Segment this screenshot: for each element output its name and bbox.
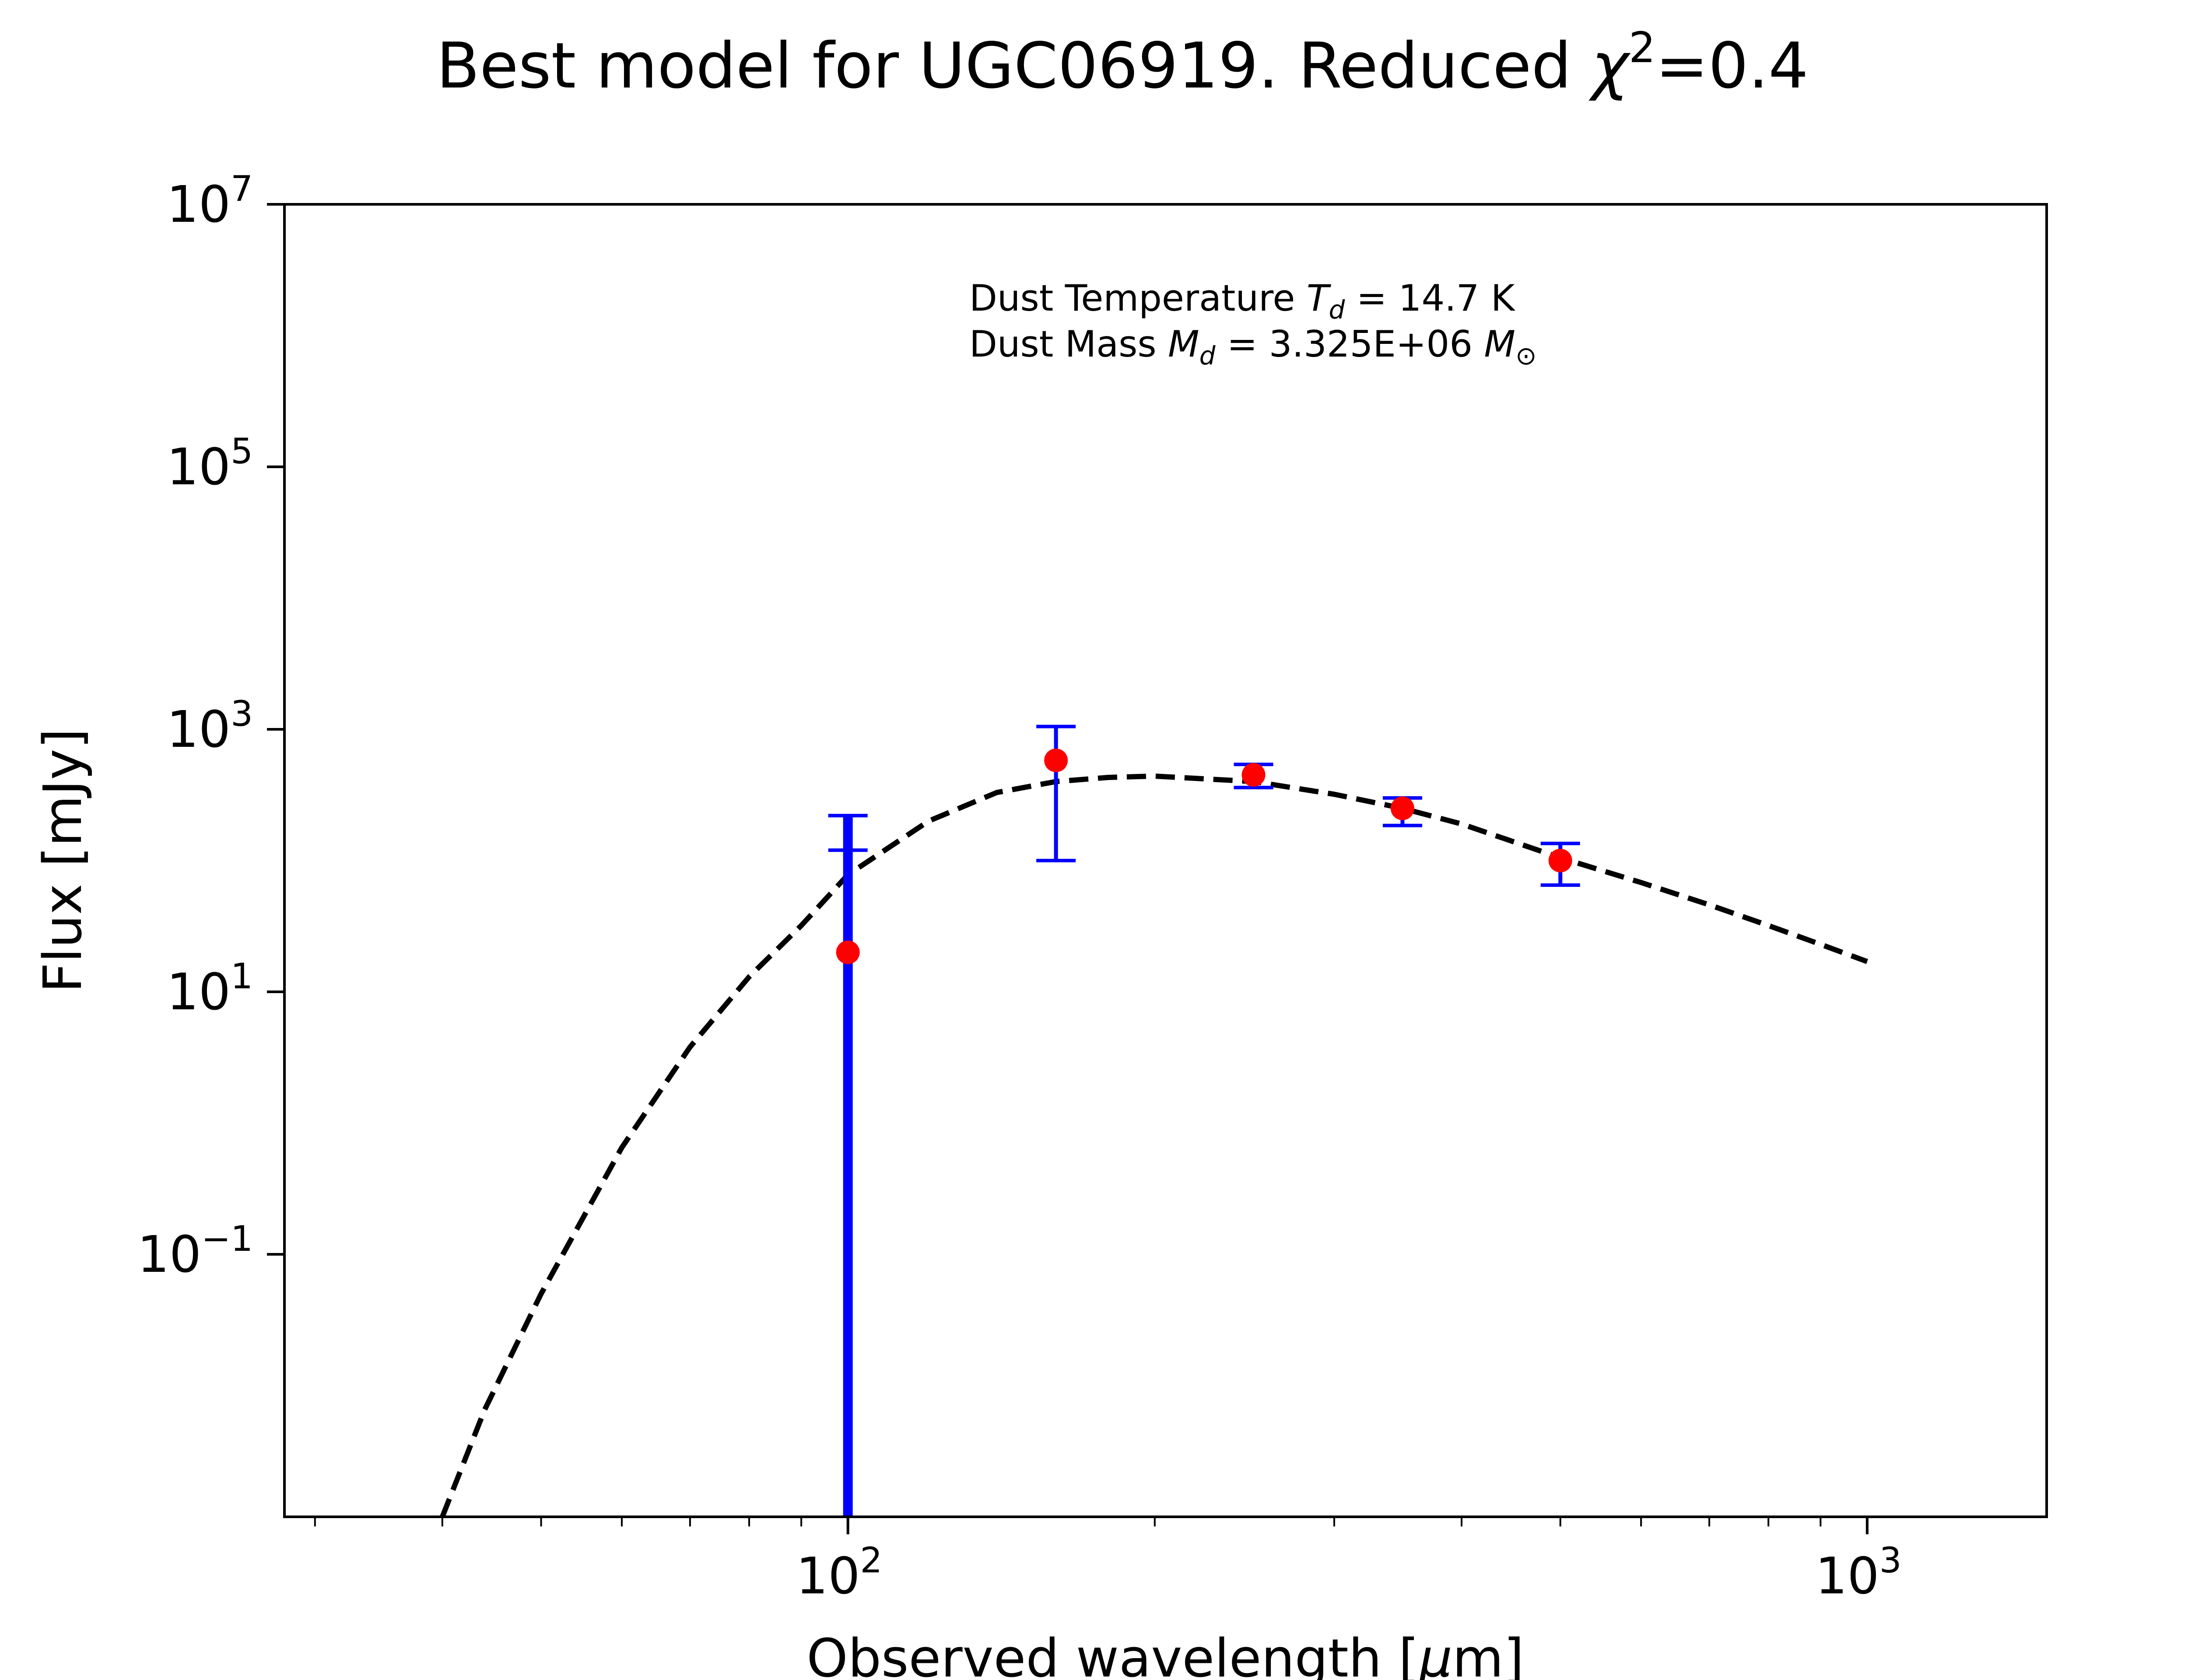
y-tick-label-exponent: 5 <box>231 431 253 472</box>
chart-title-exponent: 2 <box>1629 23 1655 72</box>
data-point-group <box>1382 796 1422 827</box>
annotation-mass-sub: d <box>1199 341 1216 371</box>
y-tick-label-exponent: 3 <box>231 693 253 734</box>
annotation-mass-unit-sub: ⊙ <box>1515 341 1537 371</box>
annotation-temperature-sub: d <box>1329 295 1346 325</box>
y-axis-label: Flux [mJy] <box>33 728 94 993</box>
x-axis-label: Observed wavelength [μm] <box>806 1628 1524 1680</box>
annotation-temperature-value: = 14.7 K <box>1345 277 1515 319</box>
chart-title-prefix: Best model for UGC06919. Reduced <box>436 29 1592 102</box>
data-point-group <box>828 814 868 1517</box>
data-point-marker <box>1241 763 1266 787</box>
y-tick-label-base: 10 <box>167 175 231 234</box>
data-point-marker <box>1548 849 1572 872</box>
y-tick-label-base: 10 <box>167 438 231 497</box>
y-tick-label-base: 10 <box>167 700 231 759</box>
y-tick-label: 103 <box>167 693 253 759</box>
x-tick-label: 103 <box>1815 1540 1901 1606</box>
y-tick-label-exponent: 1 <box>231 956 253 997</box>
y-tick-label-exponent: 7 <box>231 168 253 209</box>
annotation-mass-unit: M <box>1484 323 1515 365</box>
chart-title-chi: χ <box>1588 29 1631 102</box>
annotation-mass-value: = 3.325E+06 <box>1215 323 1484 365</box>
annotation-temperature: Dust Temperature Td = 14.7 K <box>969 277 1516 325</box>
chart-title: Best model for UGC06919. Reduced χ2=0.4 <box>436 23 1809 102</box>
data-point-marker <box>1044 748 1068 772</box>
data-point-marker <box>1390 796 1414 820</box>
annotation-mass-var: M <box>1168 323 1199 365</box>
x-tick-label: 102 <box>796 1540 882 1606</box>
x-tick-label-exponent: 3 <box>1879 1540 1902 1581</box>
y-tick-label: 101 <box>167 956 253 1022</box>
y-tick-label: 107 <box>167 168 253 234</box>
annotation-mass: Dust Mass Md = 3.325E+06 M⊙ <box>969 323 1537 371</box>
model-curve <box>440 773 1868 1518</box>
y-tick-label-base: 10 <box>167 963 231 1022</box>
y-tick-label-exponent: −1 <box>201 1218 253 1259</box>
chart-title-suffix: =0.4 <box>1655 29 1809 102</box>
annotation-temperature-var: T <box>1307 277 1332 319</box>
data-point-marker <box>836 940 860 964</box>
x-tick-label-base: 10 <box>796 1547 860 1606</box>
x-axis-label-mu: μ <box>1418 1628 1452 1680</box>
annotation-temperature-prefix: Dust Temperature <box>969 277 1307 319</box>
x-axis-label-suffix: m] <box>1452 1628 1524 1680</box>
annotation-mass-prefix: Dust Mass <box>969 323 1168 365</box>
y-tick-label-base: 10 <box>137 1225 201 1284</box>
data-point-group <box>1234 763 1273 790</box>
x-tick-label-base: 10 <box>1815 1547 1879 1606</box>
data-point-group <box>1540 841 1580 887</box>
x-tick-label-exponent: 2 <box>860 1540 882 1581</box>
y-tick-label: 10−1 <box>137 1218 253 1284</box>
y-tick-label: 105 <box>167 431 253 497</box>
axes-frame <box>283 203 2048 1518</box>
data-point-group <box>1036 724 1076 862</box>
x-axis-label-prefix: Observed wavelength [ <box>806 1628 1419 1680</box>
